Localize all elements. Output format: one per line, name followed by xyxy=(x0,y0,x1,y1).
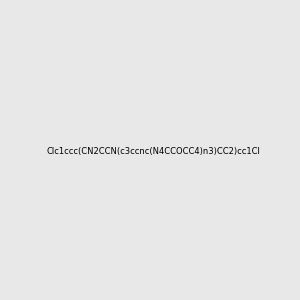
Text: Clc1ccc(CN2CCN(c3ccnc(N4CCOCC4)n3)CC2)cc1Cl: Clc1ccc(CN2CCN(c3ccnc(N4CCOCC4)n3)CC2)cc… xyxy=(47,147,261,156)
